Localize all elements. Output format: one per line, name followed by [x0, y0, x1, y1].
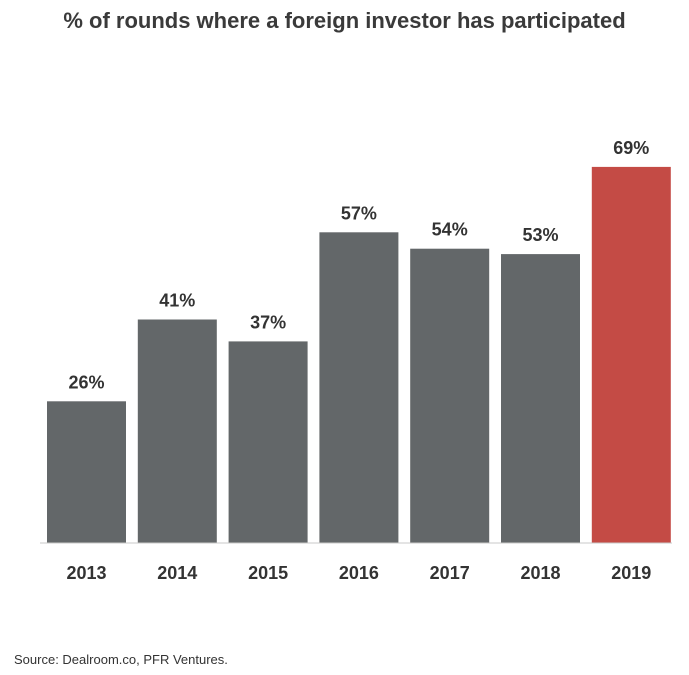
bar-2015: [228, 341, 308, 544]
bar-2017: [410, 248, 490, 543]
x-tick-label-2017: 2017: [430, 563, 470, 583]
x-tick-label-2014: 2014: [157, 563, 197, 583]
source-note: Source: Dealroom.co, PFR Ventures.: [14, 652, 228, 667]
x-tick-labels-group: 2013 2014 2015 2016 2017 2018 2019: [66, 563, 651, 583]
value-label-2017: 54%: [432, 220, 468, 240]
x-tick-label-2016: 2016: [339, 563, 379, 583]
value-label-2019: 69%: [613, 138, 649, 158]
value-labels-group: 26% 41% 37% 57% 54% 53% 69%: [68, 138, 649, 392]
bar-2014: [137, 319, 217, 543]
x-tick-label-2019: 2019: [611, 563, 651, 583]
value-label-2013: 26%: [68, 372, 104, 392]
bar-2013: [47, 401, 126, 543]
value-label-2016: 57%: [341, 203, 377, 223]
x-tick-label-2018: 2018: [520, 563, 560, 583]
value-label-2014: 41%: [159, 291, 195, 311]
value-label-2018: 53%: [522, 225, 558, 245]
bar-chart: 26%41%37%57%54% 53%69% 2013 2014 2015 2016 20…: [40, 138, 672, 583]
chart-title: % of rounds where a foreign investor has…: [63, 8, 626, 33]
bar-2018: [501, 254, 580, 543]
bars-group: [47, 166, 671, 544]
bar-2016: [319, 232, 399, 544]
x-tick-label-2013: 2013: [66, 563, 106, 583]
value-label-2015: 37%: [250, 312, 286, 332]
x-tick-label-2015: 2015: [248, 563, 288, 583]
bar-2019: [591, 166, 671, 543]
